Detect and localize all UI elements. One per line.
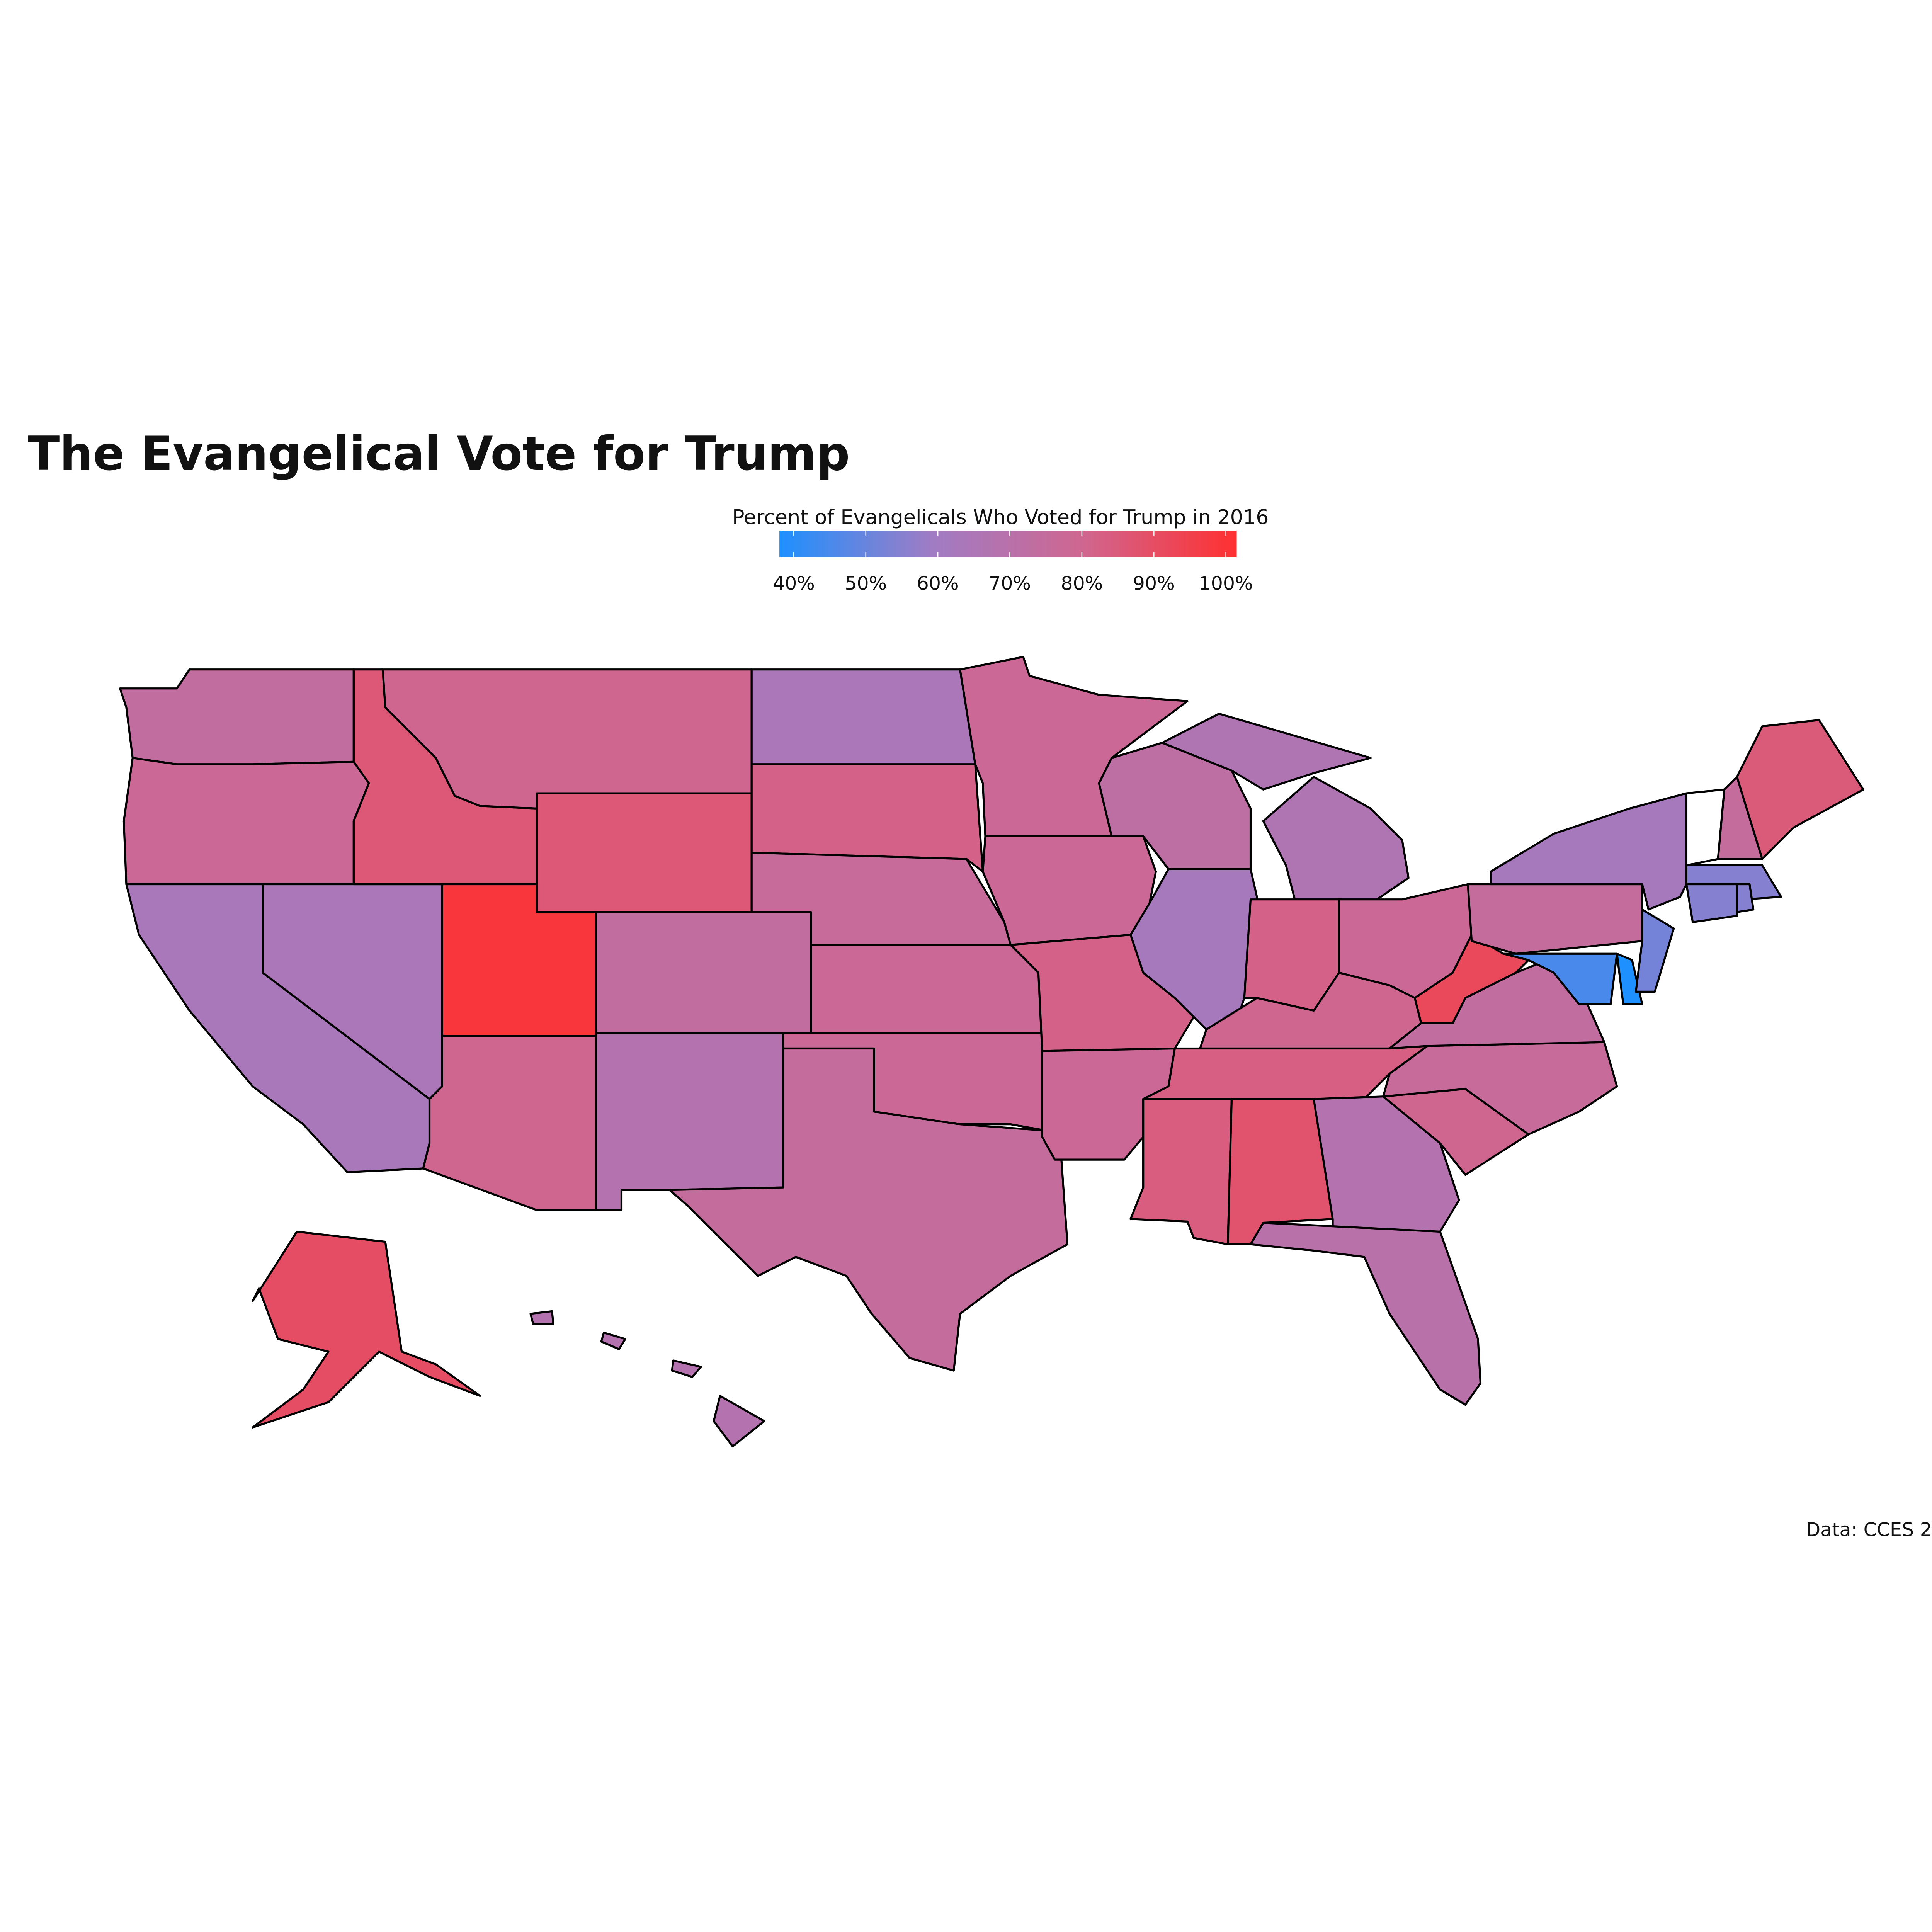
- state: [1098, 742, 1252, 870]
- state: [668, 1047, 1069, 1372]
- state: [1161, 713, 1372, 791]
- legend-title: Percent of Evangelicals Who Voted for Tr…: [732, 506, 1269, 529]
- state: [1129, 868, 1258, 1037]
- state: [1262, 776, 1410, 901]
- state: [119, 668, 355, 765]
- colorbar-tick-label: 70%: [989, 572, 1031, 595]
- colorbar: [779, 531, 1237, 557]
- state: [750, 763, 984, 873]
- state: [1129, 1098, 1233, 1245]
- state: [595, 1032, 784, 1211]
- state: [1635, 908, 1675, 993]
- state: [1249, 1222, 1482, 1406]
- state: [713, 1395, 765, 1447]
- colorbar-tick-label: 40%: [773, 572, 815, 595]
- state: [122, 757, 370, 886]
- state: [600, 1332, 626, 1350]
- state: [529, 1310, 554, 1325]
- colorbar-tick-label: 90%: [1133, 572, 1175, 595]
- state: [671, 1359, 702, 1378]
- state: [422, 1035, 597, 1211]
- state: [536, 792, 753, 913]
- state: [1467, 883, 1643, 955]
- colorbar-tick-label: 60%: [917, 572, 959, 595]
- state: [1382, 1041, 1618, 1136]
- state: [595, 911, 812, 1034]
- colorbar-tick-label: 100%: [1199, 572, 1253, 595]
- state: [981, 835, 1157, 946]
- state: [810, 944, 1043, 1034]
- state: [1413, 934, 1530, 1024]
- states: [119, 656, 1864, 1447]
- colorbar-tick-label: 50%: [845, 572, 887, 595]
- title: The Evangelical Vote for Trump: [28, 427, 850, 481]
- state: [1685, 883, 1738, 923]
- state: [252, 1230, 481, 1429]
- state: [1736, 883, 1755, 913]
- colorbar-tick-label: 80%: [1061, 572, 1103, 595]
- state: [1736, 719, 1864, 860]
- state: [750, 668, 976, 765]
- caption: Data: CCES 2016: [1806, 1518, 1932, 1541]
